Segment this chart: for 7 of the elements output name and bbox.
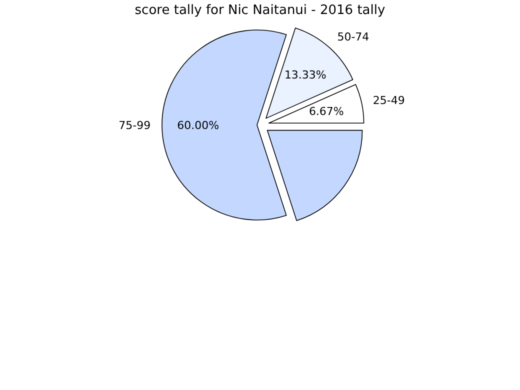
data-label: 60.00% <box>177 119 220 132</box>
chart-title: score tally for Nic Naitanui - 2016 tally <box>134 3 386 18</box>
slice-label: 25-49 <box>372 94 405 108</box>
data-label: 13.33% <box>284 68 326 82</box>
slice-label: 50-74 <box>337 30 370 44</box>
data-label: 6.67% <box>308 104 344 118</box>
slice-label: 75-99 <box>118 119 151 132</box>
